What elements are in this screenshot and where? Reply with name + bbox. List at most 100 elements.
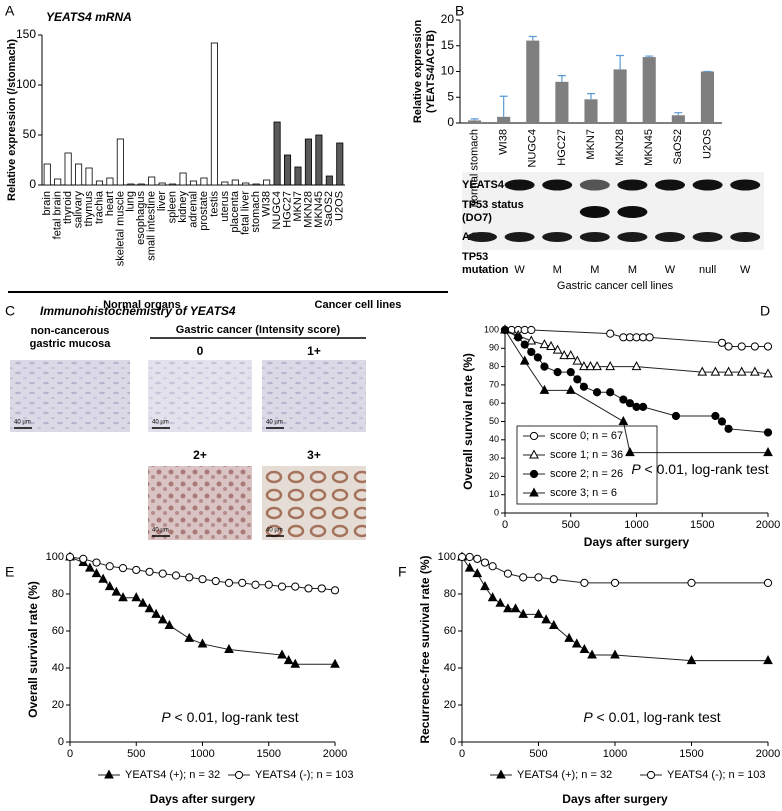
x-tick-label: adrenal [187, 191, 199, 228]
bar [263, 179, 271, 186]
bar [95, 180, 103, 186]
marker [724, 342, 733, 351]
marker [264, 580, 273, 589]
blot-band [617, 206, 648, 218]
x-tick-label: MKN7 [292, 191, 304, 222]
x-tick-label: liver [156, 191, 168, 212]
blot-band [542, 232, 573, 242]
marker [763, 447, 773, 457]
bar [137, 183, 145, 186]
x-tick-label: 2000 [756, 748, 780, 760]
error-bar [499, 95, 508, 117]
legend-label: score 2; n = 26 [550, 468, 623, 480]
marker [330, 586, 340, 595]
marker [65, 552, 75, 562]
marker [552, 344, 563, 354]
ihc-title: Immunohistochemistry of YEATS4 [40, 304, 236, 318]
marker [546, 340, 556, 350]
bar [116, 138, 124, 186]
bar [210, 42, 218, 186]
marker [572, 355, 583, 365]
legend-label: YEATS4 (+); n = 32 [517, 769, 612, 781]
blot-row-label-line: (DO7) [462, 212, 492, 224]
error-bar [674, 112, 683, 116]
bar [468, 120, 482, 123]
marker [291, 582, 300, 591]
bar [555, 81, 569, 123]
marker [539, 339, 550, 349]
annotation-italic: P [631, 461, 641, 477]
marker [98, 573, 108, 583]
y-tick-label: 20 [444, 699, 456, 711]
marker [277, 582, 287, 591]
x-tick-label: testis [208, 191, 220, 217]
marker [592, 361, 602, 371]
bar [75, 163, 83, 186]
bar [64, 152, 72, 186]
x-tick-label: trachia [93, 190, 105, 224]
marker [533, 353, 542, 362]
marker [671, 411, 681, 421]
bar [221, 181, 229, 186]
mutation-label: M [590, 264, 599, 276]
marker [763, 655, 773, 665]
x-tick-label: kidney [177, 191, 189, 223]
blot-row-label: YEATS4 [462, 179, 505, 191]
marker [571, 638, 582, 648]
marker [625, 447, 635, 457]
bar [613, 69, 627, 123]
marker [131, 592, 142, 602]
marker [104, 581, 115, 591]
blot-band [579, 232, 610, 242]
bar [642, 57, 656, 123]
legend-marker [529, 431, 539, 441]
ihc-cancer-label: Gastric cancer (Intensity score) [176, 324, 341, 336]
x-tick-label: uterus [219, 191, 231, 222]
bar [700, 71, 714, 123]
y-tick-label: 70 [489, 379, 499, 389]
y-tick-label: 60 [52, 625, 64, 637]
x-axis-label: Days after surgery [584, 535, 690, 549]
marker [105, 562, 114, 571]
bar [283, 154, 292, 186]
legend-marker [104, 769, 114, 779]
y-axis-label: Recurrence-free survival rate (%) [418, 555, 432, 743]
bar [584, 99, 598, 123]
y-tick-label: 10 [441, 64, 455, 78]
x-tick-label: placenta [229, 190, 241, 232]
x-tick-label: prostate [198, 191, 210, 231]
marker [92, 558, 101, 567]
marker [717, 338, 727, 347]
ihc-image [262, 360, 366, 432]
x-tick-label: lung [125, 191, 137, 212]
blot-band [617, 232, 648, 242]
marker [473, 554, 482, 563]
x-tick-label: WI38 [261, 191, 273, 217]
bar [671, 115, 685, 123]
x-tick-label: WI38 [498, 129, 510, 155]
x-tick-label: normal stomach [468, 129, 480, 207]
marker [510, 603, 521, 613]
ihc-score: 0 [197, 344, 204, 358]
blot-band [655, 232, 685, 242]
marker [85, 562, 95, 572]
marker [238, 578, 247, 588]
marker [79, 554, 88, 563]
legend-label: YEATS4 (+); n = 32 [125, 769, 220, 781]
marker [111, 586, 122, 596]
x-tick-label: SaOS2 [323, 191, 335, 226]
bar [106, 177, 114, 186]
x-tick-label: 1000 [190, 748, 214, 760]
marker [573, 375, 582, 384]
mutation-label: W [514, 264, 525, 276]
x-tick-label: thymus [83, 191, 95, 227]
y-axis-label: Overall survival rate (%) [461, 353, 475, 490]
marker [197, 638, 208, 648]
ihc-image [262, 466, 366, 540]
bar [497, 116, 511, 123]
bar [315, 134, 323, 186]
marker [157, 614, 168, 624]
y-axis-label: Relative expression (/stomach) [6, 39, 18, 201]
marker [724, 424, 733, 433]
blot-band [542, 179, 573, 191]
